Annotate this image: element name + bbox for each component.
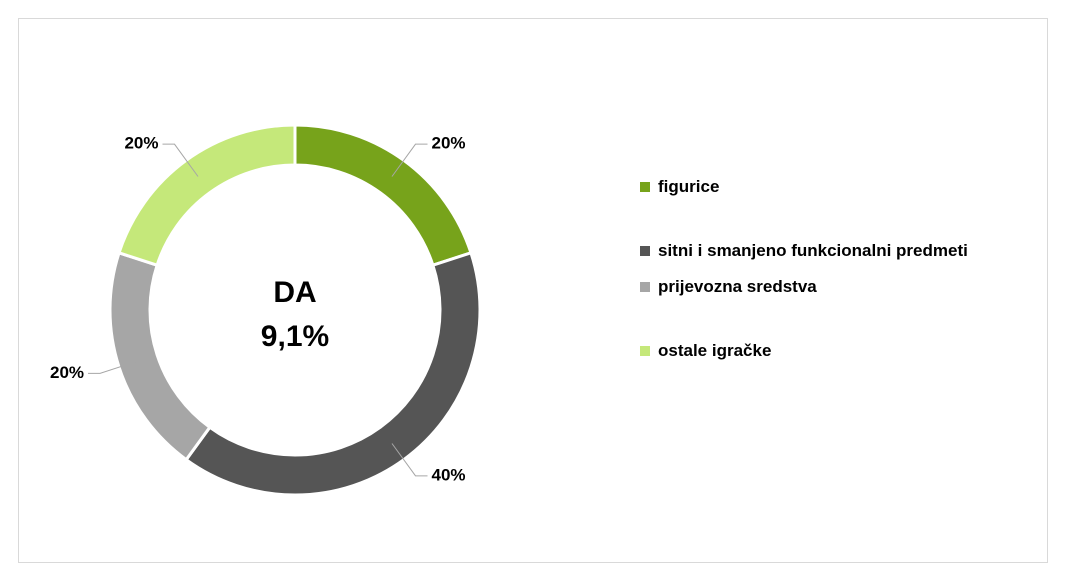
leader-line xyxy=(391,143,428,177)
legend-swatch xyxy=(640,282,650,292)
legend-swatch xyxy=(640,182,650,192)
legend-label: figurice xyxy=(658,177,720,196)
data-label: 20% xyxy=(431,134,465,153)
donut-slice xyxy=(117,123,297,268)
data-label: 40% xyxy=(431,465,465,484)
legend-swatch xyxy=(640,346,650,356)
legend-label: prijevozna sredstva xyxy=(658,277,817,296)
legend-item: prijevozna sredstva xyxy=(640,270,1000,304)
legend: figurice sitni i smanjeno funkcionalni pr… xyxy=(640,170,1000,398)
leader-line xyxy=(391,443,428,477)
donut-slice xyxy=(184,250,482,497)
legend-item: sitni i smanjeno funkcionalni predmeti xyxy=(640,234,1000,268)
legend-label: ostale igračke xyxy=(658,341,772,360)
legend-item: figurice xyxy=(640,170,1000,204)
center-label: DA xyxy=(273,276,316,309)
data-label: 20% xyxy=(50,363,84,382)
leader-line xyxy=(88,360,139,374)
chart-frame xyxy=(18,18,1048,563)
legend-swatch xyxy=(640,246,650,256)
center-label: 9,1% xyxy=(261,320,329,353)
data-label: 20% xyxy=(124,134,158,153)
legend-item: ostale igračke xyxy=(640,334,1000,368)
leader-line xyxy=(162,143,199,177)
legend-label: sitni i smanjeno funkcionalni predmeti xyxy=(658,241,968,260)
donut-slice xyxy=(108,250,212,462)
